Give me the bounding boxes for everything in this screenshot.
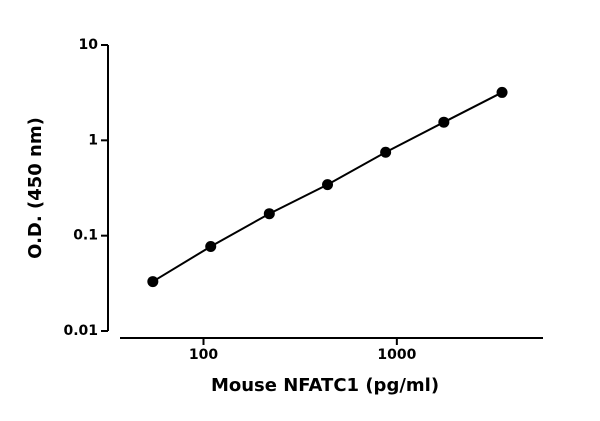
- y-tick-label: 0.01: [63, 323, 98, 339]
- x-tick-label: 100: [189, 347, 218, 363]
- x-tick-label: 1000: [377, 347, 416, 363]
- y-axis-title: O.D. (450 nm): [25, 117, 46, 259]
- data-point: [496, 86, 508, 98]
- data-point: [322, 179, 334, 191]
- y-tick-label: 0.1: [73, 228, 98, 244]
- y-tick-label: 10: [79, 37, 99, 53]
- y-tick-label: 1: [88, 132, 98, 148]
- x-axis-title: Mouse NFATC1 (pg/ml): [211, 375, 439, 396]
- data-point: [205, 240, 217, 252]
- data-point: [380, 146, 392, 158]
- data-point: [263, 208, 275, 220]
- data-point: [438, 116, 450, 128]
- data-point: [147, 276, 159, 288]
